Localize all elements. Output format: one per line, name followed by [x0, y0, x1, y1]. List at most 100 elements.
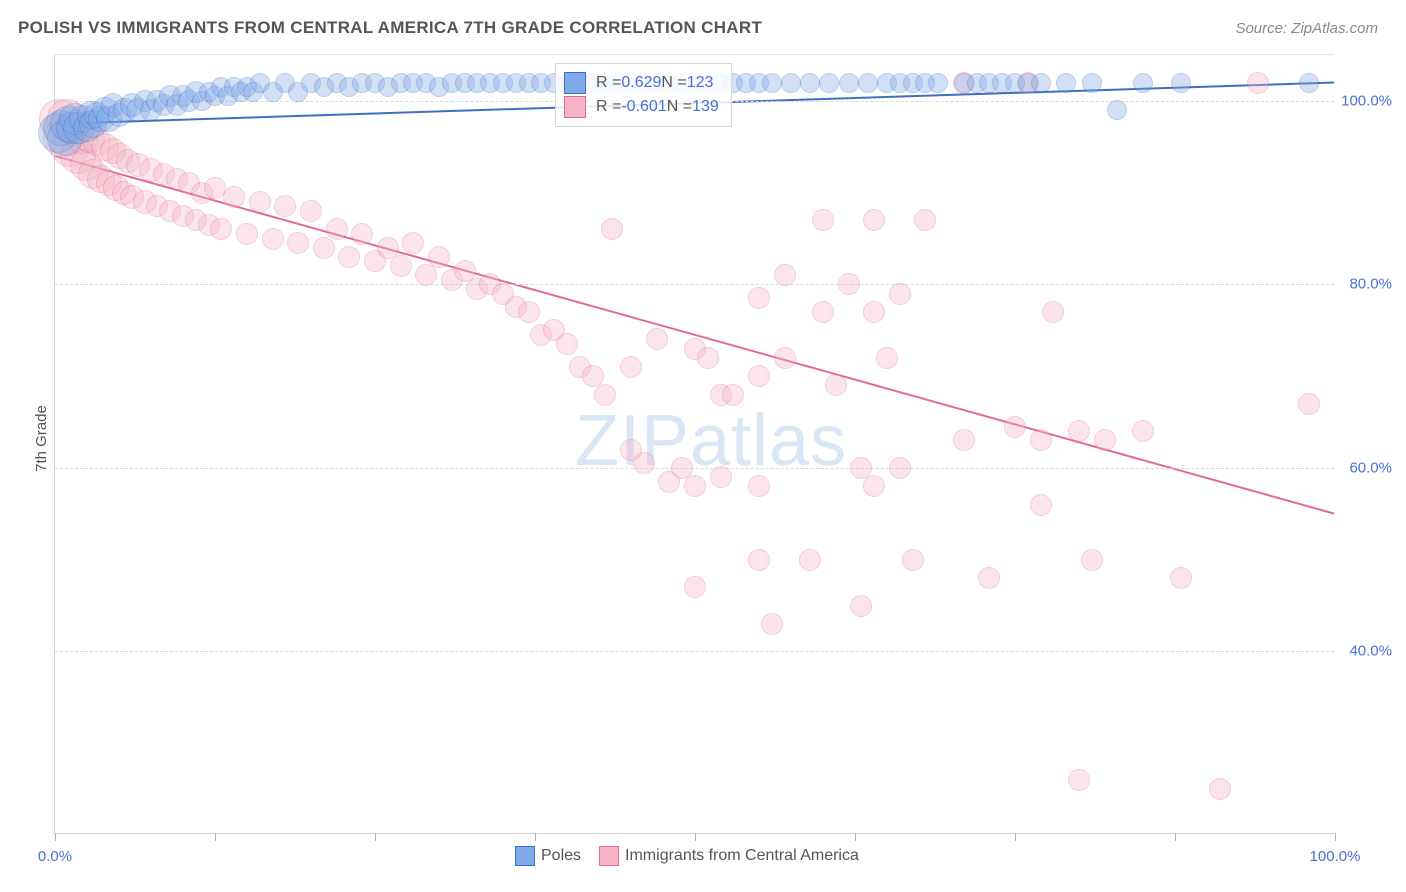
scatter-point [1068, 420, 1090, 442]
scatter-point [210, 218, 232, 240]
scatter-point [1056, 73, 1076, 93]
scatter-point [633, 452, 655, 474]
stats-r-value: -0.601 [621, 98, 666, 116]
legend-swatch [564, 96, 586, 118]
scatter-point [287, 232, 309, 254]
x-tick [1335, 833, 1336, 841]
y-tick-label: 80.0% [1349, 276, 1392, 293]
scatter-point [1170, 567, 1192, 589]
scatter-point [722, 384, 744, 406]
scatter-point [1299, 73, 1319, 93]
x-tick [55, 833, 56, 841]
scatter-point [1133, 73, 1153, 93]
scatter-point [594, 384, 616, 406]
scatter-point [748, 365, 770, 387]
x-tick-label: 100.0% [1310, 848, 1361, 865]
scatter-point [274, 195, 296, 217]
scatter-point [1068, 769, 1090, 791]
stats-row: R = -0.601 N = 139 [564, 96, 719, 118]
scatter-point [262, 228, 284, 250]
scatter-point [774, 264, 796, 286]
scatter-point [858, 73, 878, 93]
scatter-point [1031, 73, 1051, 93]
scatter-point [1298, 393, 1320, 415]
legend-swatch [564, 72, 586, 94]
scatter-point [978, 567, 1000, 589]
scatter-point [748, 475, 770, 497]
scatter-point [863, 301, 885, 323]
scatter-point [774, 347, 796, 369]
stats-row: R = 0.629 N = 123 [564, 72, 719, 94]
scatter-point [1247, 72, 1269, 94]
scatter-point [684, 576, 706, 598]
y-tick-label: 40.0% [1349, 643, 1392, 660]
y-tick-label: 60.0% [1349, 459, 1392, 476]
stats-r-value: 0.629 [621, 74, 661, 92]
legend-label: Immigrants from Central America [625, 847, 859, 865]
scatter-point [812, 301, 834, 323]
scatter-point [953, 429, 975, 451]
scatter-point [1042, 301, 1064, 323]
scatter-point [799, 549, 821, 571]
gridline-horizontal [55, 468, 1334, 469]
scatter-point [850, 595, 872, 617]
stats-n-value: 139 [692, 98, 719, 116]
scatter-point [620, 356, 642, 378]
scatter-point [402, 232, 424, 254]
scatter-point [710, 466, 732, 488]
scatter-point [1171, 73, 1191, 93]
x-tick [535, 833, 536, 841]
source-attribution: Source: ZipAtlas.com [1235, 20, 1378, 37]
legend-swatch [515, 846, 535, 866]
scatter-point [914, 209, 936, 231]
gridline-horizontal [55, 651, 1334, 652]
scatter-point [761, 613, 783, 635]
stats-n-label: N = [667, 98, 692, 116]
scatter-point [812, 209, 834, 231]
x-tick [375, 833, 376, 841]
scatter-point [825, 374, 847, 396]
legend-swatch [599, 846, 619, 866]
scatter-point [415, 264, 437, 286]
x-tick [695, 833, 696, 841]
x-tick [855, 833, 856, 841]
scatter-point [249, 191, 271, 213]
scatter-point [236, 223, 258, 245]
scatter-point [863, 209, 885, 231]
legend-label: Poles [541, 847, 581, 865]
legend-item: Poles [515, 846, 581, 866]
scatter-point [338, 246, 360, 268]
scatter-point [1030, 494, 1052, 516]
y-tick-label: 100.0% [1341, 92, 1392, 109]
scatter-point [928, 73, 948, 93]
x-tick [1175, 833, 1176, 841]
gridline-horizontal [55, 284, 1334, 285]
stats-n-value: 123 [687, 74, 714, 92]
stats-legend-box: R = 0.629 N = 123R = -0.601 N = 139 [555, 63, 732, 127]
scatter-point [876, 347, 898, 369]
scatter-point [748, 287, 770, 309]
legend-item: Immigrants from Central America [599, 846, 859, 866]
scatter-point [1081, 549, 1103, 571]
scatter-point [800, 73, 820, 93]
scatter-point [300, 200, 322, 222]
scatter-point [601, 218, 623, 240]
scatter-point [863, 475, 885, 497]
scatter-point [223, 186, 245, 208]
scatter-point [838, 273, 860, 295]
scatter-point [646, 328, 668, 350]
trend-line [55, 156, 1334, 514]
scatter-point [1094, 429, 1116, 451]
bottom-legend: Poles Immigrants from Central America [515, 846, 877, 866]
x-tick [215, 833, 216, 841]
scatter-point [819, 73, 839, 93]
scatter-point [390, 255, 412, 277]
x-tick-label: 0.0% [38, 848, 72, 865]
scatter-point [889, 283, 911, 305]
stats-r-label: R = [596, 98, 621, 116]
scatter-point [748, 549, 770, 571]
stats-r-label: R = [596, 74, 621, 92]
scatter-point [839, 73, 859, 93]
scatter-point [556, 333, 578, 355]
scatter-point [889, 457, 911, 479]
